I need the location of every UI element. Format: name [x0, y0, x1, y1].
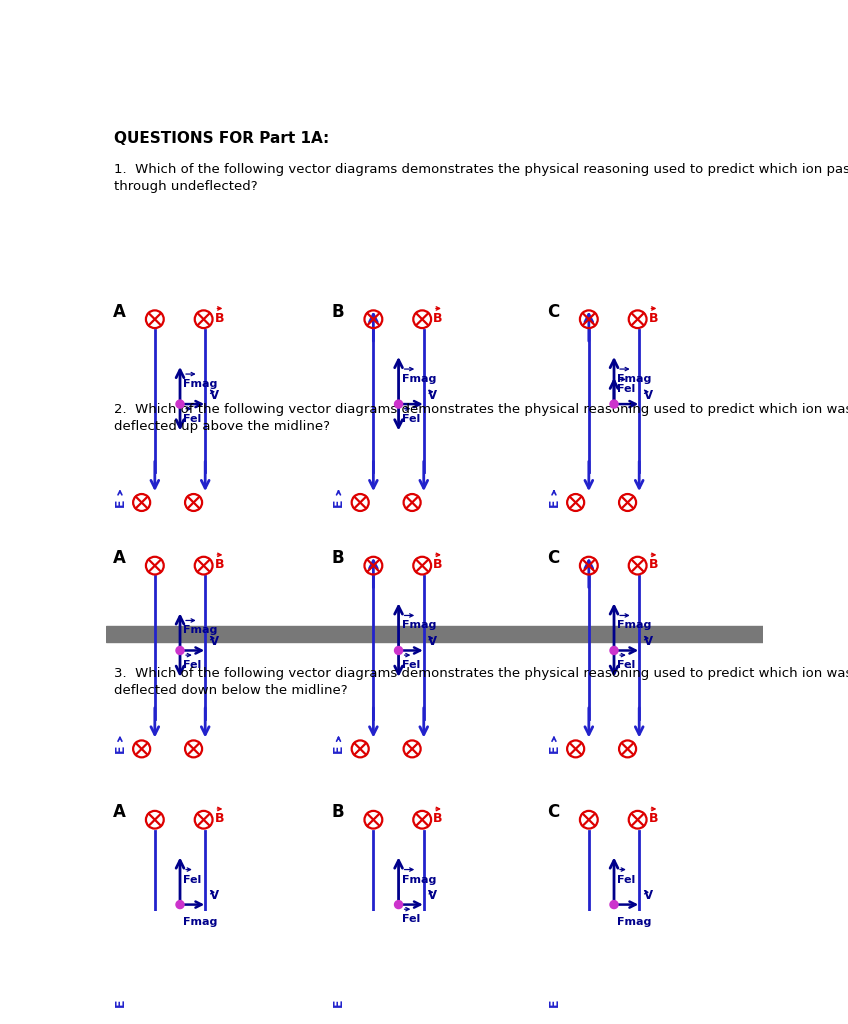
Text: E: E: [548, 744, 561, 753]
Text: B: B: [649, 312, 658, 325]
Text: Fel: Fel: [183, 414, 201, 424]
Text: A: A: [113, 549, 126, 567]
Text: V: V: [644, 889, 653, 902]
Text: Fel: Fel: [617, 874, 635, 885]
Text: B: B: [433, 312, 443, 325]
Text: Fmag: Fmag: [617, 916, 651, 927]
Text: Fmag: Fmag: [183, 379, 217, 389]
Text: Fel: Fel: [183, 660, 201, 670]
Text: E: E: [332, 499, 345, 507]
Text: B: B: [433, 812, 443, 825]
Text: Fmag: Fmag: [183, 916, 217, 927]
Text: 3.  Which of the following vector diagrams demonstrates the physical reasoning u: 3. Which of the following vector diagram…: [114, 667, 848, 696]
Text: B: B: [215, 312, 224, 325]
Text: 1.  Which of the following vector diagrams demonstrates the physical reasoning u: 1. Which of the following vector diagram…: [114, 163, 848, 193]
Text: Fmag: Fmag: [402, 374, 436, 384]
Text: B: B: [649, 812, 658, 825]
Circle shape: [176, 646, 184, 654]
Text: QUESTIONS FOR Part 1A:: QUESTIONS FOR Part 1A:: [114, 131, 329, 145]
Text: E: E: [114, 998, 126, 1008]
Text: V: V: [428, 635, 437, 648]
Bar: [106, 627, 763, 642]
Text: E: E: [332, 998, 345, 1008]
Text: V: V: [644, 635, 653, 648]
Text: E: E: [548, 998, 561, 1008]
Text: Fel: Fel: [402, 660, 420, 670]
Circle shape: [394, 900, 403, 908]
Text: B: B: [215, 558, 224, 571]
Text: Fmag: Fmag: [402, 874, 436, 885]
Text: C: C: [547, 303, 559, 321]
Circle shape: [610, 900, 618, 908]
Text: V: V: [209, 389, 219, 401]
Text: Fel: Fel: [617, 384, 635, 394]
Text: B: B: [332, 303, 344, 321]
Text: V: V: [644, 389, 653, 401]
Text: B: B: [433, 558, 443, 571]
Text: C: C: [547, 803, 559, 821]
Text: Fmag: Fmag: [617, 374, 651, 384]
Text: Fmag: Fmag: [617, 621, 651, 631]
Text: B: B: [332, 549, 344, 567]
Circle shape: [176, 400, 184, 409]
Text: Fel: Fel: [402, 914, 420, 925]
Text: 2.  Which of the following vector diagrams demonstrates the physical reasoning u: 2. Which of the following vector diagram…: [114, 403, 848, 433]
Text: Fel: Fel: [617, 660, 635, 670]
Text: B: B: [649, 558, 658, 571]
Text: B: B: [215, 812, 224, 825]
Text: E: E: [548, 499, 561, 507]
Circle shape: [610, 400, 618, 409]
Text: A: A: [113, 303, 126, 321]
Circle shape: [610, 646, 618, 654]
Circle shape: [394, 646, 403, 654]
Text: V: V: [428, 389, 437, 401]
Text: A: A: [113, 803, 126, 821]
Text: V: V: [209, 635, 219, 648]
Text: B: B: [332, 803, 344, 821]
Text: V: V: [209, 889, 219, 902]
Text: C: C: [547, 549, 559, 567]
Circle shape: [394, 400, 403, 409]
Circle shape: [176, 900, 184, 908]
Text: Fmag: Fmag: [402, 621, 436, 631]
Text: V: V: [428, 889, 437, 902]
Text: E: E: [114, 744, 126, 753]
Text: Fmag: Fmag: [183, 626, 217, 636]
Text: Fel: Fel: [183, 874, 201, 885]
Text: E: E: [332, 744, 345, 753]
Text: Fel: Fel: [402, 414, 420, 424]
Text: E: E: [114, 499, 126, 507]
